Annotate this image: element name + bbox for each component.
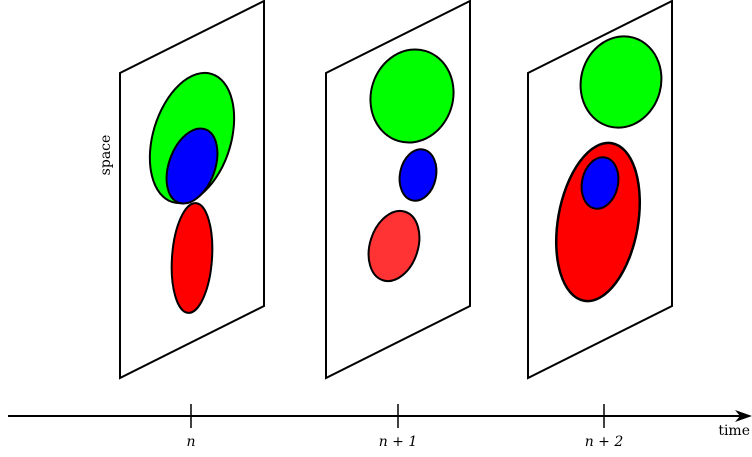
tick-label-n-plus-1: n + 1 <box>379 434 418 450</box>
frame-n-plus-1 <box>325 0 471 380</box>
space-axis-label: space <box>98 135 114 176</box>
tick-label-n: n <box>186 434 195 450</box>
time-axis-arrowhead <box>735 410 752 422</box>
frame-n-blue-ellipse <box>165 127 219 205</box>
time-axis: n n + 1 n + 2 time <box>8 404 752 450</box>
frame-n-plus-1-red-ellipse <box>367 209 421 283</box>
frame-n-plus-1-blue-ellipse <box>398 148 438 202</box>
frame-n-red-ellipse <box>170 202 214 314</box>
frame-n-plus-1-green-ellipse <box>369 48 455 144</box>
tick-label-n-plus-2: n + 2 <box>585 434 624 450</box>
frame-n <box>119 0 265 380</box>
frame-n-plus-2 <box>527 0 673 380</box>
frame-n-plus-2-blue-ellipse <box>580 156 620 210</box>
time-axis-label: time <box>718 423 750 439</box>
frame-n-plus-2-green-ellipse <box>579 35 663 129</box>
